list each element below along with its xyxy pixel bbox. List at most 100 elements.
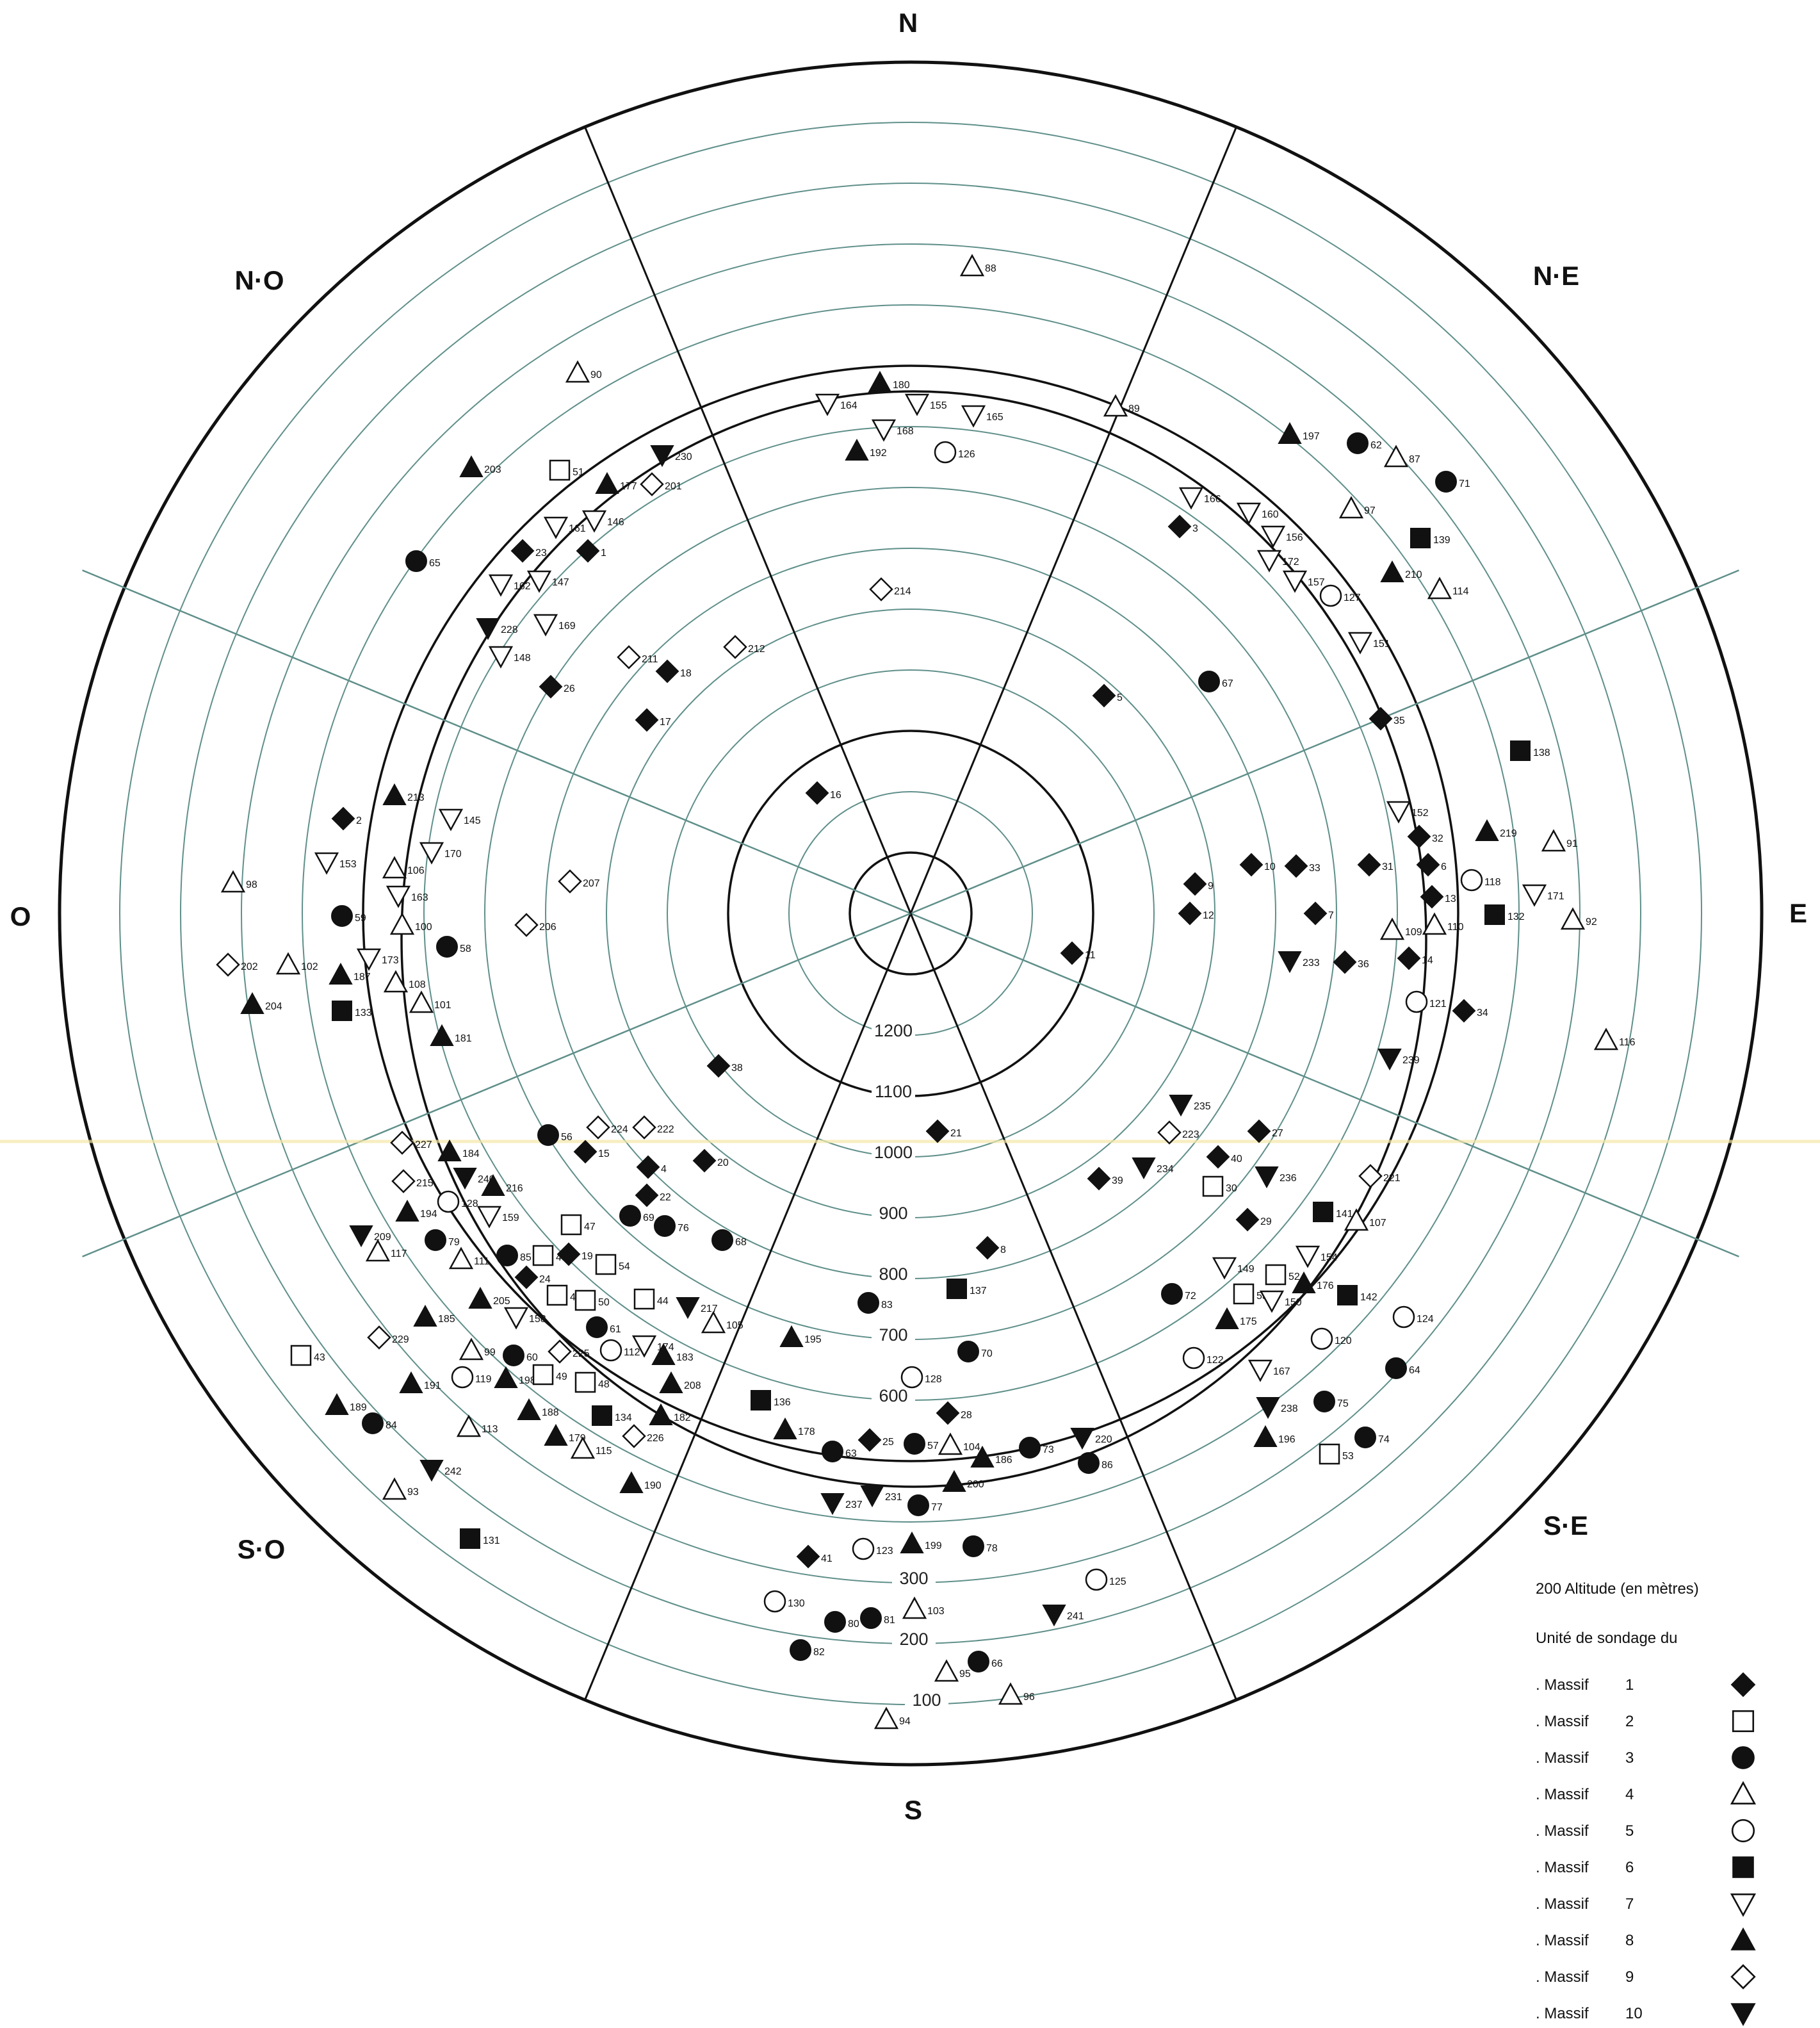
point-marker-massif-1	[515, 1266, 538, 1289]
point-marker-massif-3	[907, 1494, 929, 1516]
point-marker-massif-1	[1240, 853, 1263, 876]
point-label: 183	[676, 1352, 694, 1363]
point-label: 131	[483, 1535, 500, 1546]
point-marker-massif-2	[1265, 1264, 1287, 1286]
point-label: 219	[1500, 828, 1517, 839]
point-label: 187	[353, 972, 371, 983]
point-marker-massif-2	[549, 459, 571, 481]
altitude-label: 700	[879, 1325, 907, 1345]
legend-entry-label: . Massif	[1536, 1968, 1589, 1986]
point-label: 209	[374, 1232, 391, 1243]
point-marker-massif-1	[1247, 1120, 1271, 1143]
point-label: 61	[610, 1324, 621, 1335]
point-marker-massif-1	[1236, 1208, 1259, 1231]
point-label: 141	[1336, 1209, 1353, 1220]
point-label: 145	[464, 815, 481, 826]
point-marker-massif-9	[723, 635, 747, 659]
dir-label-no: N·O	[235, 265, 284, 295]
point-marker-massif-7	[1179, 487, 1203, 509]
point-marker-massif-9	[617, 645, 641, 669]
point-label: 48	[598, 1379, 610, 1390]
point-marker-massif-8	[1278, 423, 1301, 444]
point-marker-massif-3	[654, 1215, 676, 1237]
point-label: 51	[573, 467, 584, 478]
point-label: 34	[1477, 1008, 1488, 1018]
point-label: 116	[1619, 1037, 1636, 1048]
point-marker-massif-7	[533, 614, 558, 636]
point-label: 33	[1309, 863, 1320, 874]
point-label: 146	[607, 517, 624, 528]
point-label: 210	[1405, 569, 1422, 580]
point-label: 90	[590, 370, 602, 380]
point-marker-massif-10	[861, 1485, 884, 1507]
point-label: 169	[558, 621, 576, 632]
point-marker-massif-1	[806, 781, 829, 805]
point-marker-massif-7	[386, 885, 410, 908]
point-label: 43	[314, 1352, 325, 1363]
point-marker-massif-3	[1019, 1437, 1041, 1459]
point-label: 239	[1402, 1055, 1420, 1066]
legend-entry-number: 3	[1625, 1749, 1634, 1767]
point-marker-massif-6	[460, 1528, 480, 1549]
sector-divider	[910, 569, 1739, 915]
point-marker-massif-4	[1380, 918, 1404, 940]
point-marker-massif-8	[1381, 561, 1404, 582]
point-label: 44	[657, 1296, 669, 1307]
point-marker-massif-6	[947, 1279, 967, 1299]
point-label: 11	[1085, 950, 1096, 961]
point-marker-massif-1	[1452, 999, 1475, 1022]
point-marker-massif-1	[511, 539, 534, 562]
point-label: 211	[642, 654, 658, 665]
point-marker-massif-6	[1410, 528, 1431, 548]
point-marker-massif-8	[430, 1025, 453, 1046]
altitude-ring	[302, 304, 1520, 1523]
point-marker-massif-8	[660, 1372, 683, 1393]
legend-entry: . Massif 6	[1536, 1856, 1754, 1878]
point-label: 75	[1337, 1398, 1349, 1409]
point-marker-massif-1	[1304, 902, 1327, 925]
point-label: 159	[502, 1213, 519, 1223]
point-label: 63	[845, 1448, 857, 1459]
point-marker-massif-4	[409, 991, 434, 1013]
dir-label-n: N	[898, 8, 918, 38]
legend-entry-number: 9	[1625, 1968, 1634, 1986]
legend-entry: . Massif 8	[1536, 1928, 1755, 1950]
point-label: 95	[959, 1669, 971, 1680]
point-label: 24	[539, 1274, 551, 1285]
point-marker-massif-3	[496, 1245, 518, 1266]
point-label: 17	[660, 717, 671, 728]
point-label: 124	[1417, 1314, 1434, 1325]
point-label: 70	[981, 1348, 993, 1359]
point-label: 10	[1264, 862, 1276, 872]
point-label: 125	[1109, 1576, 1126, 1587]
point-label: 177	[620, 481, 637, 492]
point-marker-massif-3	[1161, 1283, 1183, 1305]
point-label: 22	[660, 1192, 671, 1203]
point-label: 223	[1182, 1129, 1199, 1140]
point-marker-massif-7	[489, 574, 513, 596]
point-marker-massif-1	[1333, 951, 1356, 974]
point-marker-massif-1	[976, 1236, 999, 1259]
point-label: 41	[821, 1553, 833, 1564]
point-marker-massif-1	[1408, 825, 1431, 848]
point-marker-massif-7	[419, 842, 444, 864]
point-marker-massif-7	[439, 808, 463, 831]
point-marker-massif-5	[900, 1366, 923, 1389]
legend-entry-label: . Massif	[1536, 2005, 1589, 2022]
point-label: 19	[581, 1251, 593, 1262]
legend-unit-title: Unité de sondage du	[1536, 1630, 1678, 1647]
point-label: 52	[1288, 1272, 1300, 1282]
point-label: 227	[415, 1140, 432, 1150]
point-marker-massif-8	[414, 1305, 437, 1327]
legend-circle-filled-icon	[1732, 1746, 1755, 1769]
point-label: 1	[601, 548, 606, 559]
legend-entry: . Massif 4	[1536, 1781, 1756, 1805]
legend-altitude-note: 200 Altitude (en mètres)	[1536, 1580, 1699, 1598]
point-marker-massif-1	[1358, 853, 1381, 876]
point-marker-massif-1	[635, 1184, 658, 1207]
direction-labels: N N·E E S·E S S·O O N·O	[10, 8, 1807, 1825]
point-marker-massif-1	[858, 1428, 881, 1451]
point-marker-massif-4	[1339, 496, 1363, 519]
point-marker-massif-4	[701, 1311, 726, 1334]
point-marker-massif-3	[1354, 1427, 1376, 1448]
